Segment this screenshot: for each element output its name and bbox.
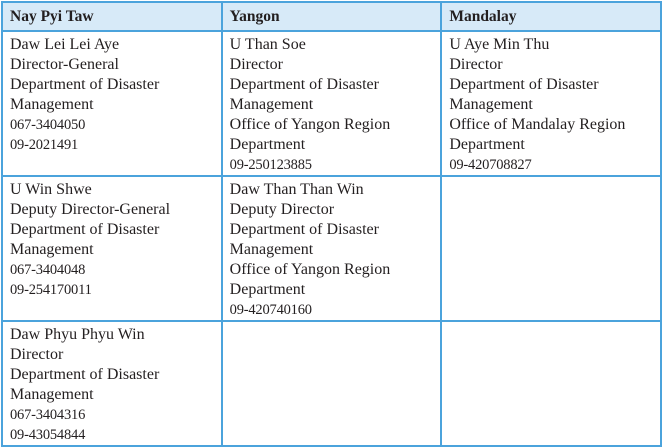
contact-title: Director-General bbox=[10, 56, 119, 73]
contact-phone: 09-250123885 bbox=[229, 157, 312, 173]
contact-title: Director bbox=[229, 56, 283, 73]
contact-office-line: Management bbox=[229, 96, 314, 113]
contact-title: Deputy Director-General bbox=[10, 201, 171, 218]
contact-name: Daw Phyu Phyu Win bbox=[10, 326, 145, 343]
header-mandalay: Mandalay bbox=[440, 1, 662, 32]
contact-cell: U Win Shwe Deputy Director-General Departm… bbox=[1, 175, 223, 322]
contact-phone: 067-3404316 bbox=[10, 407, 86, 423]
contact-office-line: Management bbox=[229, 241, 314, 258]
contact-office-line: Department of Disaster bbox=[449, 76, 599, 93]
contact-office-line: Management bbox=[449, 96, 533, 113]
contact-office-line: Office of Yangon Region bbox=[229, 116, 391, 133]
contact-office-line: Department of Disaster bbox=[229, 76, 379, 93]
contact-cell: Daw Than Than Win Deputy Director Departme… bbox=[220, 175, 443, 322]
contact-name: U Aye Min Thu bbox=[449, 36, 550, 53]
contact-office-line: Management bbox=[10, 386, 94, 403]
contact-office-line: Department bbox=[229, 136, 306, 153]
contact-office-line: Management bbox=[10, 241, 94, 258]
contact-office-line: Office of Yangon Region bbox=[229, 261, 391, 278]
contact-title: Deputy Director bbox=[229, 201, 335, 218]
contact-name: Daw Than Than Win bbox=[229, 181, 364, 198]
contact-office-line: Office of Mandalay Region bbox=[449, 116, 626, 133]
contact-cell: U Aye Min Thu Director Department of Disas… bbox=[440, 30, 662, 177]
contact-office-line: Department of Disaster bbox=[229, 221, 379, 238]
contact-office-line: Department of Disaster bbox=[10, 366, 160, 383]
header-row: Nay Pyi Taw Yangon Mandalay bbox=[1, 1, 662, 32]
table-row: Daw Lei Lei Aye Director-General Departmen… bbox=[1, 30, 662, 177]
contact-name: U Than Soe bbox=[229, 36, 306, 53]
contact-phone: 09-254170011 bbox=[10, 282, 92, 298]
contact-cell bbox=[440, 320, 662, 447]
contact-phone: 067-3404048 bbox=[10, 262, 86, 278]
header-nay-pyi-taw: Nay Pyi Taw bbox=[1, 1, 223, 32]
contact-phone: 09-420708827 bbox=[449, 157, 532, 173]
contact-name: Daw Lei Lei Aye bbox=[10, 36, 120, 53]
contact-cell: Daw Lei Lei Aye Director-General Departmen… bbox=[1, 30, 223, 177]
contact-cell bbox=[220, 320, 443, 447]
contact-phone: 067-3404050 bbox=[10, 117, 86, 133]
contact-office-line: Management bbox=[10, 96, 94, 113]
contact-phone: 09-43054844 bbox=[10, 427, 86, 443]
contact-office-line: Department of Disaster bbox=[10, 221, 160, 238]
contact-title: Director bbox=[10, 346, 64, 363]
contact-cell: U Than Soe Director Department of Disaster… bbox=[220, 30, 443, 177]
contact-title: Director bbox=[449, 56, 503, 73]
contact-office-line: Department bbox=[229, 281, 306, 298]
contact-office-line: Department bbox=[449, 136, 525, 153]
contact-cell: Daw Phyu Phyu Win Director Department of D… bbox=[1, 320, 223, 447]
contact-name: U Win Shwe bbox=[10, 181, 92, 198]
contact-phone: 09-420740160 bbox=[229, 302, 312, 318]
header-yangon: Yangon bbox=[220, 1, 443, 32]
table-row: Daw Phyu Phyu Win Director Department of D… bbox=[1, 320, 662, 447]
contact-phone: 09-2021491 bbox=[10, 137, 79, 153]
contact-cell bbox=[440, 175, 662, 322]
table-row: U Win Shwe Deputy Director-General Departm… bbox=[1, 175, 662, 322]
contact-office-line: Department of Disaster bbox=[10, 76, 160, 93]
